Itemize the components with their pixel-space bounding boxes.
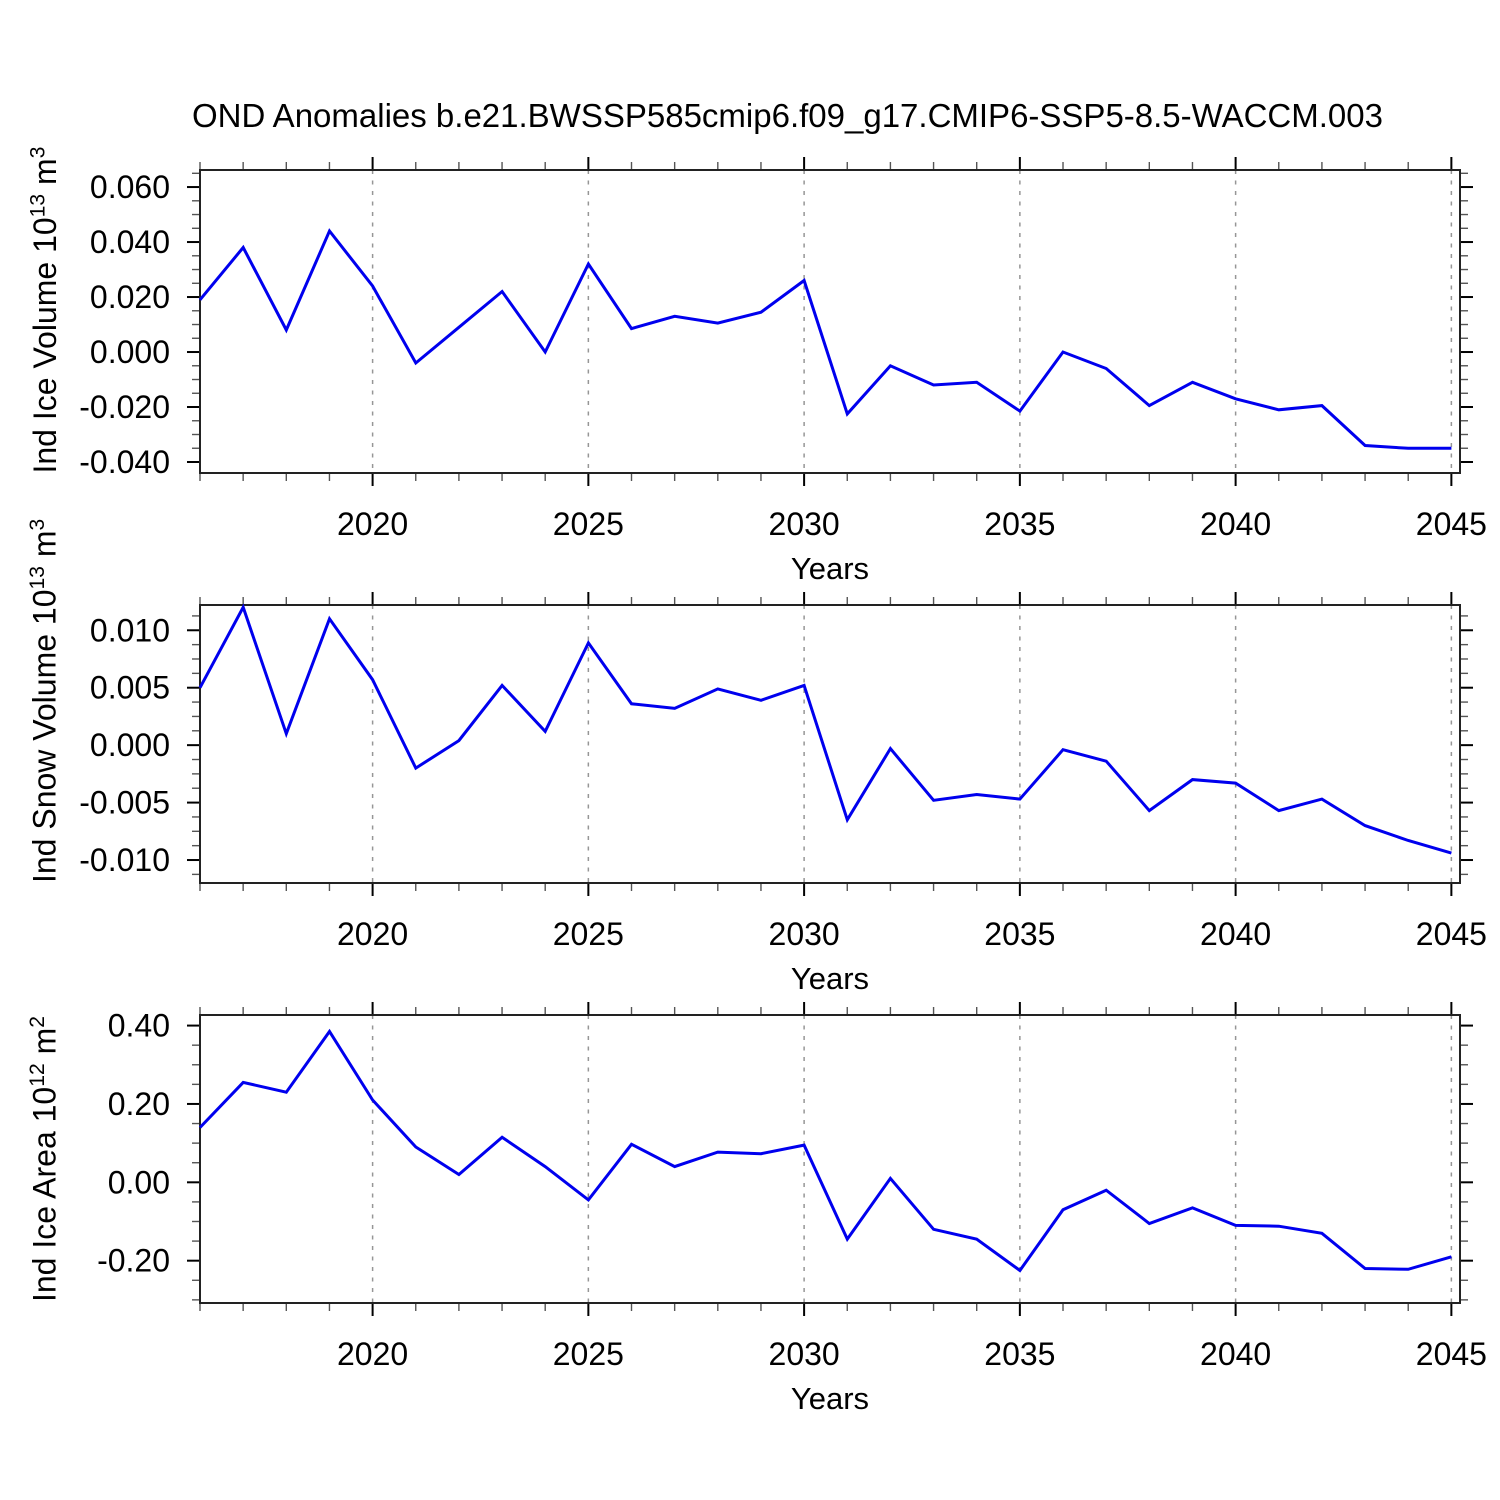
y-axis-label-text: Ind Ice Volume 10	[26, 216, 63, 473]
x-axis-title-ice-volume: Years	[790, 551, 870, 586]
y-tick-label: 0.00	[108, 1164, 170, 1200]
y-tick-label: 0.040	[90, 224, 170, 260]
y-axis-label-text: m	[26, 1027, 63, 1064]
x-tick-label: 2045	[1416, 506, 1487, 542]
x-tick-label: 2030	[769, 506, 840, 542]
y-axis-label-ice-volume: Ind Ice Volume 1013 m3	[16, 146, 63, 473]
x-tick-label: 2035	[984, 1336, 1055, 1372]
y-axis-label-superscript: 12	[26, 1063, 49, 1087]
y-axis-label-superscript: 3	[26, 146, 49, 158]
x-tick-label: 2025	[553, 916, 624, 952]
x-axis-title-snow-volume: Years	[790, 961, 870, 996]
data-line-ind-snow-volume	[198, 603, 1452, 855]
y-axis-label-snow-volume: Ind Snow Volume 1013 m3	[16, 519, 63, 883]
panel-ind-ice-volume: 2020 2025 2030 2035 2040 2045 0.060 0.040 0.020 0…	[79, 157, 1487, 542]
plot-border	[199, 604, 1461, 884]
x-tick-label: 2020	[337, 506, 408, 542]
y-axis-label-text: Ind Ice Area 10	[26, 1086, 63, 1303]
y-axis-label-text: m	[26, 157, 63, 194]
y-tick-label: 0.020	[90, 279, 170, 315]
y-tick-label: -0.040	[79, 444, 170, 480]
data-line-ind-ice-area	[198, 1028, 1452, 1273]
x-tick-label: 2025	[553, 1336, 624, 1372]
y-tick-label: -0.020	[79, 389, 170, 425]
plot-border	[199, 1014, 1461, 1304]
plot-border	[199, 169, 1461, 474]
y-axis-label-ice-area: Ind Ice Area 1012 m2	[16, 1015, 63, 1303]
y-tick-label: -0.005	[79, 785, 170, 821]
x-axis-title-ice-area: Years	[790, 1381, 870, 1416]
x-tick-label: 2020	[337, 916, 408, 952]
y-axis-label-superscript: 13	[26, 565, 49, 590]
y-tick-label: 0.005	[90, 670, 170, 706]
x-tick-label: 2035	[984, 916, 1055, 952]
y-tick-label: 0.20	[108, 1086, 170, 1122]
x-tick-label: 2020	[337, 1336, 408, 1372]
x-tick-label: 2025	[553, 506, 624, 542]
y-axis-label-superscript: 3	[26, 518, 49, 531]
figure-title: OND Anomalies b.e21.BWSSP585cmip6.f09_g1…	[192, 97, 1383, 134]
y-axis-label-text: Ind Snow Volume 10	[26, 589, 63, 883]
y-axis-label-superscript: 13	[26, 193, 49, 217]
panel-ind-snow-volume: 2020 2025 2030 2035 2040 2045 0.010 0.005 0.000 -…	[79, 592, 1487, 952]
x-tick-label: 2035	[984, 506, 1055, 542]
x-tick-label: 2045	[1416, 916, 1487, 952]
y-tick-label: 0.000	[90, 334, 170, 370]
y-tick-label: 0.000	[90, 727, 170, 763]
data-line-ind-ice-volume	[198, 228, 1452, 450]
y-axis-label-text: m	[26, 530, 63, 566]
x-tick-label: 2030	[769, 916, 840, 952]
y-axis-label-superscript: 2	[26, 1015, 49, 1028]
x-tick-label: 2045	[1416, 1336, 1487, 1372]
x-tick-label: 2040	[1200, 1336, 1271, 1372]
x-tick-label: 2030	[769, 1336, 840, 1372]
y-tick-label: 0.010	[90, 612, 170, 648]
y-tick-label: 0.40	[108, 1008, 170, 1044]
y-tick-label: 0.060	[90, 169, 170, 205]
x-tick-label: 2040	[1200, 506, 1271, 542]
y-tick-label: -0.010	[79, 842, 170, 878]
y-tick-label: -0.20	[97, 1243, 170, 1279]
x-tick-label: 2040	[1200, 916, 1271, 952]
panel-ind-ice-area: 2020 2025 2030 2035 2040 2045 0.40 0.20 0.00 -0.2…	[97, 1002, 1487, 1372]
